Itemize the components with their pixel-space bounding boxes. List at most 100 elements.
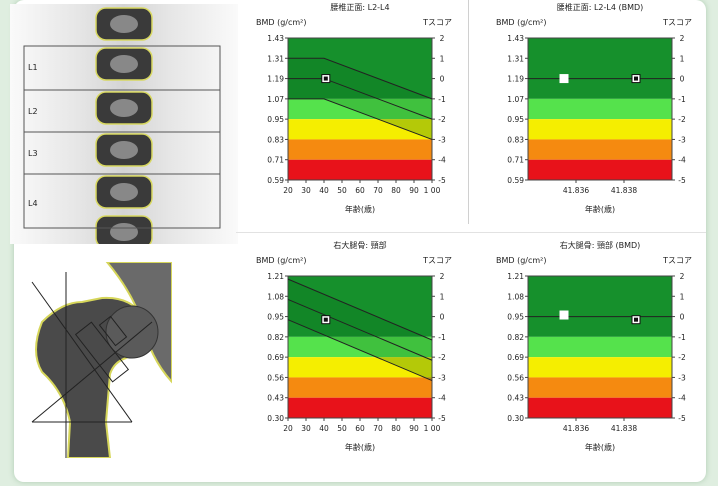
risk-band — [288, 98, 432, 120]
x-tick-label: 60 — [355, 186, 365, 195]
x-tick-label: 40 — [319, 186, 329, 195]
t-tick-label: -4 — [438, 156, 446, 165]
risk-band — [528, 377, 672, 398]
y-tick-label: 0.59 — [507, 176, 524, 185]
t-tick-label: 0 — [680, 313, 685, 322]
vertebra-core — [110, 15, 138, 33]
risk-band — [288, 377, 432, 398]
y-tick-label: 1.31 — [507, 54, 524, 63]
y-tick-label: 0.83 — [507, 135, 524, 144]
t-tick-label: -3 — [438, 135, 446, 144]
risk-band — [288, 276, 432, 337]
x-tick-label: 80 — [391, 186, 401, 195]
vertebra-core — [110, 183, 138, 201]
chart-title: 右大腿骨: 頸部 (BMD) — [560, 240, 641, 250]
t-tick-label: -4 — [438, 394, 446, 403]
y-tick-label: 1.07 — [267, 95, 284, 104]
x-tick-label: 70 — [373, 424, 383, 433]
reference-lower-line — [288, 98, 433, 140]
vertebra-core — [110, 141, 138, 159]
risk-band — [288, 336, 432, 358]
data-point-center — [323, 317, 328, 322]
y-tick-label: 0.95 — [267, 313, 284, 322]
chart-title: 腰椎正面: L2-L4 (BMD) — [557, 2, 644, 12]
t-tick-label: -3 — [438, 373, 446, 382]
x-tick-label: 80 — [391, 424, 401, 433]
spine-scan-image: L1 L2 L3 L4 — [10, 4, 238, 244]
data-point-center — [323, 76, 328, 81]
y-tick-label: 1.07 — [507, 95, 524, 104]
x-tick-label: 41.838 — [611, 186, 637, 195]
t-tick-label: -3 — [678, 373, 686, 382]
t-score-label: Tスコア — [662, 18, 692, 27]
y-tick-label: 0.30 — [507, 414, 524, 423]
t-tick-label: -5 — [678, 414, 686, 423]
y-tick-label: 0.95 — [507, 313, 524, 322]
plot-frame — [527, 37, 673, 181]
risk-band — [528, 119, 672, 140]
t-tick-label: -1 — [438, 333, 446, 342]
y-tick-label: 1.21 — [267, 272, 284, 281]
data-point-marker — [559, 74, 569, 84]
t-tick-label: -5 — [438, 414, 446, 423]
t-tick-label: 2 — [440, 34, 445, 43]
t-tick-label: -4 — [678, 156, 686, 165]
t-tick-label: 2 — [680, 34, 685, 43]
t-tick-label: 0 — [440, 75, 445, 84]
risk-band — [288, 397, 432, 418]
t-score-label: Tスコア — [422, 18, 452, 27]
t-tick-label: -3 — [678, 135, 686, 144]
column-divider — [468, 0, 469, 224]
risk-band — [528, 357, 672, 378]
vertebra-core — [110, 99, 138, 117]
risk-band — [528, 336, 672, 358]
vertebra-label: L4 — [28, 199, 38, 208]
x-tick-label: 70 — [373, 186, 383, 195]
x-axis-label: 年齢(歳) — [585, 442, 615, 452]
t-tick-label: -5 — [678, 176, 686, 185]
hip-scan-image — [22, 262, 172, 458]
x-tick-label: 20 — [283, 186, 293, 195]
vertebra-core — [110, 55, 138, 73]
x-axis-label: 年齢(歳) — [585, 204, 615, 214]
x-tick-label: 20 — [283, 424, 293, 433]
t-score-label: Tスコア — [662, 256, 692, 265]
t-tick-label: -1 — [678, 95, 686, 104]
x-tick-label: 50 — [337, 186, 347, 195]
x-tick-label: 50 — [337, 424, 347, 433]
x-tick-label: 60 — [355, 424, 365, 433]
risk-band — [528, 276, 672, 337]
reference-upper-line — [288, 57, 433, 100]
row-divider — [236, 232, 706, 233]
t-tick-label: -2 — [438, 353, 446, 362]
risk-band — [528, 38, 672, 99]
x-tick-label: 40 — [319, 424, 329, 433]
risk-band — [528, 98, 672, 120]
y-tick-label: 0.95 — [507, 115, 524, 124]
x-tick-label: 90 — [409, 186, 419, 195]
x-tick-label: 30 — [301, 424, 311, 433]
t-tick-label: -2 — [678, 353, 686, 362]
risk-band — [288, 139, 432, 160]
t-tick-label: -2 — [438, 115, 446, 124]
risk-band — [528, 159, 672, 180]
x-tick-label: 30 — [301, 186, 311, 195]
y-tick-label: 0.69 — [507, 353, 524, 362]
x-tick-label: 41.836 — [563, 424, 589, 433]
vertebra-label: L3 — [28, 149, 38, 158]
t-tick-label: 2 — [680, 272, 685, 281]
y-tick-label: 1.43 — [507, 34, 524, 43]
x-tick-label: 41.836 — [563, 186, 589, 195]
y-tick-label: 0.43 — [507, 394, 524, 403]
y-tick-label: 0.83 — [267, 135, 284, 144]
x-tick-label: 90 — [409, 424, 419, 433]
y-axis-label: BMD (g/cm²) — [496, 18, 547, 27]
y-tick-label: 0.56 — [507, 373, 524, 382]
y-tick-label: 0.69 — [267, 353, 284, 362]
data-point-marker — [559, 310, 569, 320]
x-tick-label: 41.838 — [611, 424, 637, 433]
t-tick-label: 2 — [440, 272, 445, 281]
